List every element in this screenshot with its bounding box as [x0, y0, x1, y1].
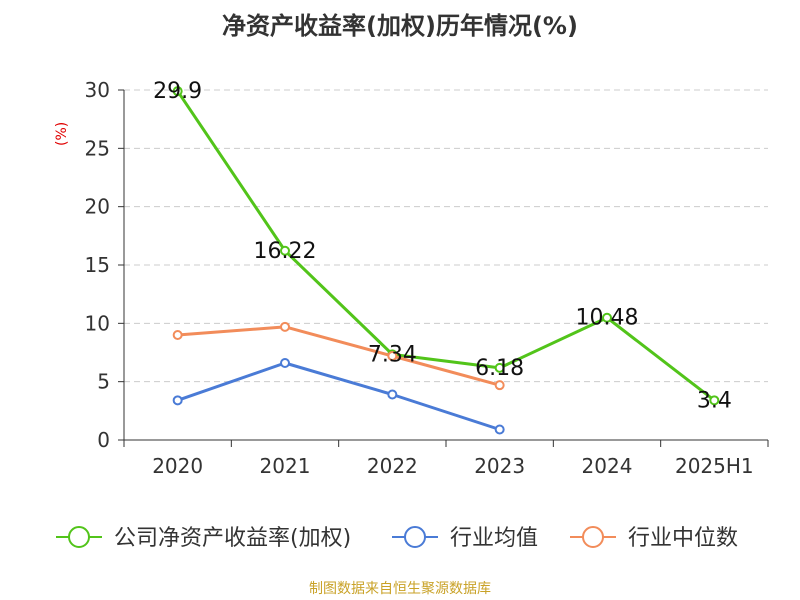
legend-label: 行业中位数 [628, 526, 738, 551]
x-tick-label: 2020 [152, 454, 203, 478]
data-point [602, 312, 612, 323]
legend-marker [582, 526, 604, 548]
y-tick-label: 20 [85, 195, 110, 219]
data-point [172, 395, 183, 406]
x-tick-label: 2024 [582, 454, 633, 478]
data-point [494, 380, 505, 391]
legend-label: 公司净资产收益率(加权) [114, 526, 351, 551]
data-point [280, 245, 290, 256]
x-tick-label: 2022 [367, 454, 418, 478]
y-tick-label: 5 [97, 370, 110, 394]
series-line-2 [177, 325, 501, 387]
data-label: 7.34 [368, 342, 417, 367]
data-label: 6.18 [475, 356, 524, 381]
source-note: 制图数据来自恒生聚源数据库 [309, 581, 491, 597]
series-line-0 [176, 90, 716, 402]
data-point [387, 389, 398, 400]
x-tick-label: 2021 [260, 454, 311, 478]
x-tick-label: 2023 [474, 454, 525, 478]
legend-label: 行业均值 [450, 526, 538, 551]
data-point [172, 86, 183, 97]
y-tick-label: 25 [85, 136, 110, 160]
y-tick-label: 10 [85, 311, 110, 335]
data-label: 16.22 [254, 239, 317, 264]
data-point [387, 351, 398, 361]
data-point [280, 358, 290, 368]
y-tick-label: 0 [97, 428, 110, 452]
series-line-1 [177, 361, 501, 431]
data-point [494, 424, 505, 435]
data-point [172, 330, 183, 340]
data-point [494, 362, 505, 373]
y-tick-label: 30 [85, 78, 110, 102]
data-label: 29.9 [153, 79, 202, 104]
data-point [709, 395, 720, 406]
legend-marker [404, 526, 426, 548]
x-tick-label: 2025H1 [675, 454, 754, 478]
data-label: 10.48 [576, 306, 639, 331]
data-point [280, 321, 290, 332]
y-tick-label: 15 [85, 253, 110, 277]
chart-title: 净资产收益率(加权)历年情况(%) [222, 12, 578, 40]
data-label: 3.4 [697, 388, 732, 413]
legend-marker [68, 526, 90, 548]
